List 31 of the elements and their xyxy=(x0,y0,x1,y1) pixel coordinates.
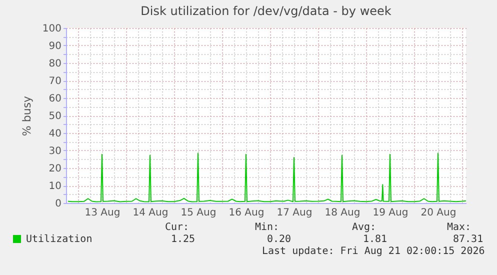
y-tick-label: 60 xyxy=(48,94,62,104)
text: Min: xyxy=(255,222,280,234)
x-tick-label: 15 Aug xyxy=(180,208,216,218)
text: Last update: Fri Aug 21 02:00:15 2026 xyxy=(262,246,485,258)
x-tick-label: 14 Aug xyxy=(132,208,168,218)
y-tick-label: 90 xyxy=(48,41,62,52)
y-tick-label: 20 xyxy=(48,164,62,174)
y-tick-label: 100 xyxy=(42,24,62,34)
y-tick-label: 0 xyxy=(55,198,62,210)
text: Max: xyxy=(447,222,472,234)
y-tick-label: 80 xyxy=(48,58,62,70)
chart-title: Disk utilization for /dev/vg/data - by week xyxy=(140,4,392,18)
legend-label: Utilization xyxy=(26,234,92,245)
text: 1.81 xyxy=(363,234,388,246)
y-tick-label: 40 xyxy=(48,128,62,140)
y-tick-label: 50 xyxy=(48,111,62,122)
text: 1.25 xyxy=(171,234,196,246)
x-tick-label: 18 Aug xyxy=(324,208,360,218)
x-tick-label: 13 Aug xyxy=(84,208,120,218)
text: 87.31 xyxy=(453,234,484,246)
y-tick-label: 30 xyxy=(48,146,62,157)
x-tick-label: 19 Aug xyxy=(372,208,408,218)
x-tick-label: 20 Aug xyxy=(420,208,456,218)
x-tick-label: 17 Aug xyxy=(276,208,312,218)
text: Avg: xyxy=(352,222,376,234)
y-axis-title: % busy xyxy=(20,95,34,136)
y-tick-label: 10 xyxy=(48,181,62,192)
text: 0.20 xyxy=(267,234,292,246)
x-tick-label: 16 Aug xyxy=(228,208,264,218)
y-tick-label: 70 xyxy=(48,76,62,87)
text: Cur: xyxy=(165,222,190,234)
